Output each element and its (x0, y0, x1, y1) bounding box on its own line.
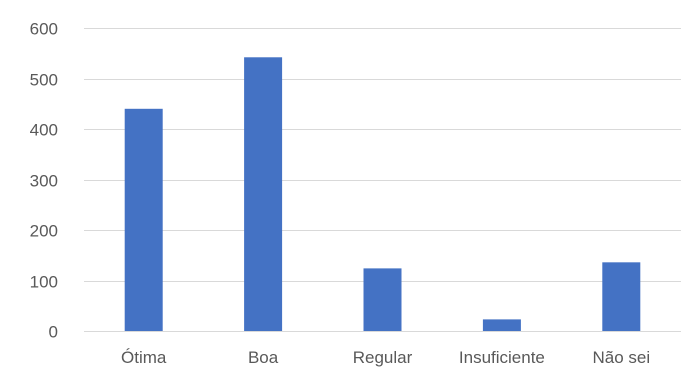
bar-0 (124, 108, 163, 331)
bar-3 (482, 319, 521, 331)
x-axis-ticks: Ótima Boa Regular Insuficiente Não sei (121, 348, 650, 367)
y-axis-ticks: 0 100 200 300 400 500 600 (30, 20, 58, 342)
bars (124, 57, 641, 331)
y-tick-label: 500 (30, 71, 58, 90)
y-tick-label: 600 (30, 20, 58, 39)
bar-1 (244, 57, 283, 331)
x-category-label: Ótima (121, 348, 167, 367)
bar-4 (602, 262, 641, 331)
bar-2 (363, 268, 402, 331)
y-tick-label: 0 (49, 323, 58, 342)
y-tick-label: 300 (30, 172, 58, 191)
x-category-label: Regular (353, 348, 413, 367)
y-tick-label: 400 (30, 121, 58, 140)
gridlines (84, 28, 681, 332)
x-category-label: Insuficiente (459, 348, 545, 367)
y-tick-label: 200 (30, 222, 58, 241)
y-tick-label: 100 (30, 273, 58, 292)
x-category-label: Boa (248, 348, 279, 367)
x-category-label: Não sei (592, 348, 650, 367)
